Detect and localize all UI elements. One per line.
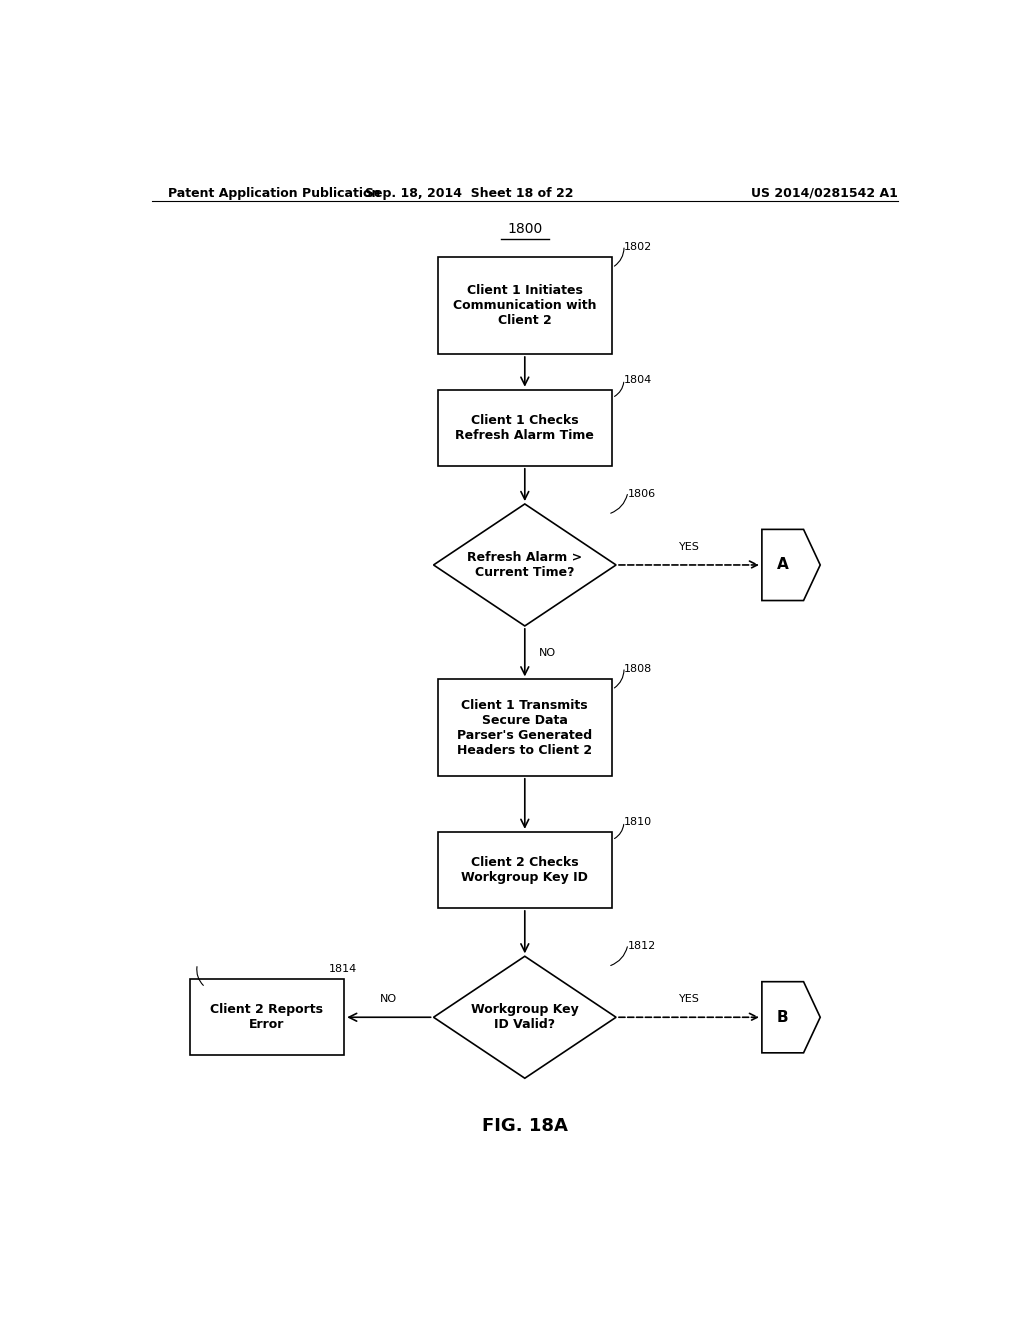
Text: US 2014/0281542 A1: US 2014/0281542 A1 bbox=[751, 187, 898, 199]
Text: Patent Application Publication: Patent Application Publication bbox=[168, 187, 380, 199]
Text: 1802: 1802 bbox=[624, 243, 652, 252]
FancyBboxPatch shape bbox=[437, 389, 612, 466]
Text: 1800: 1800 bbox=[507, 222, 543, 236]
Text: Client 1 Checks
Refresh Alarm Time: Client 1 Checks Refresh Alarm Time bbox=[456, 413, 594, 442]
Polygon shape bbox=[762, 529, 820, 601]
Polygon shape bbox=[762, 982, 820, 1053]
Text: 1814: 1814 bbox=[329, 964, 356, 974]
FancyBboxPatch shape bbox=[189, 979, 344, 1056]
Text: 1812: 1812 bbox=[628, 941, 656, 952]
Text: FIG. 18A: FIG. 18A bbox=[482, 1117, 567, 1135]
Text: Client 2 Checks
Workgroup Key ID: Client 2 Checks Workgroup Key ID bbox=[462, 855, 588, 884]
Text: YES: YES bbox=[679, 541, 699, 552]
Text: Client 1 Initiates
Communication with
Client 2: Client 1 Initiates Communication with Cl… bbox=[453, 284, 597, 327]
Text: Client 2 Reports
Error: Client 2 Reports Error bbox=[210, 1003, 324, 1031]
Text: 1808: 1808 bbox=[624, 664, 652, 675]
FancyBboxPatch shape bbox=[437, 832, 612, 908]
Text: 1806: 1806 bbox=[628, 488, 656, 499]
Text: B: B bbox=[777, 1010, 788, 1024]
Text: Sep. 18, 2014  Sheet 18 of 22: Sep. 18, 2014 Sheet 18 of 22 bbox=[365, 187, 573, 199]
Polygon shape bbox=[433, 956, 616, 1078]
Text: Workgroup Key
ID Valid?: Workgroup Key ID Valid? bbox=[471, 1003, 579, 1031]
FancyBboxPatch shape bbox=[437, 680, 612, 776]
Text: 1810: 1810 bbox=[624, 817, 652, 826]
Text: NO: NO bbox=[380, 994, 397, 1005]
Text: Client 1 Transmits
Secure Data
Parser's Generated
Headers to Client 2: Client 1 Transmits Secure Data Parser's … bbox=[458, 698, 592, 756]
FancyBboxPatch shape bbox=[437, 257, 612, 354]
Text: A: A bbox=[777, 557, 788, 573]
Polygon shape bbox=[433, 504, 616, 626]
Text: Refresh Alarm >
Current Time?: Refresh Alarm > Current Time? bbox=[467, 550, 583, 579]
Text: YES: YES bbox=[679, 994, 699, 1005]
Text: 1804: 1804 bbox=[624, 375, 652, 384]
Text: NO: NO bbox=[539, 648, 556, 657]
